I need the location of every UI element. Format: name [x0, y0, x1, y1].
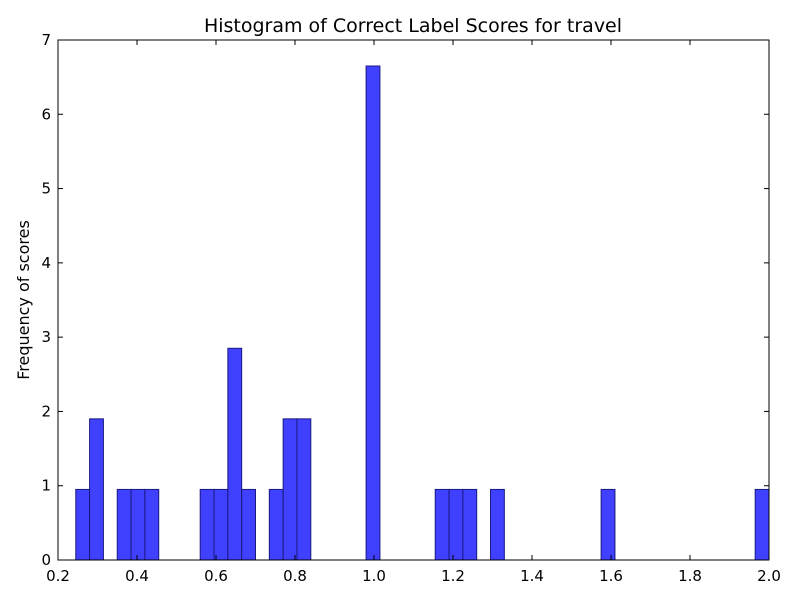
- x-tick-label: 1.6: [599, 567, 623, 585]
- histogram-bar: [434, 488, 450, 561]
- histogram-bar: [144, 488, 160, 561]
- x-tick-label: 1.8: [678, 567, 702, 585]
- histogram-bar: [282, 418, 298, 561]
- histogram-bar: [213, 488, 229, 561]
- y-axis-label: Frequency of scores: [14, 220, 33, 380]
- histogram-bar: [227, 347, 243, 561]
- histogram-bar: [600, 488, 616, 561]
- y-tick-label: 1: [41, 477, 51, 495]
- histogram-bar: [89, 418, 104, 561]
- x-tick-label: 0.8: [283, 567, 307, 585]
- histogram-bar: [448, 488, 464, 561]
- histogram-bar: [199, 488, 215, 561]
- x-tick-label: 0.2: [46, 567, 70, 585]
- histogram-bar: [241, 488, 257, 561]
- histogram-bar: [754, 488, 770, 561]
- y-tick-label: 3: [41, 328, 51, 346]
- x-tick-label: 0.6: [204, 567, 228, 585]
- x-tick-label: 1.0: [362, 567, 386, 585]
- histogram-bar: [75, 488, 91, 561]
- chart-title: Histogram of Correct Label Scores for tr…: [204, 15, 622, 37]
- y-tick-label: 4: [41, 254, 51, 272]
- y-tick-label: 2: [41, 402, 51, 420]
- plot-area-frame: [57, 39, 770, 561]
- histogram-bar: [490, 488, 505, 561]
- histogram-bar: [130, 488, 146, 561]
- y-tick-label: 7: [41, 31, 51, 49]
- histogram-bar: [296, 418, 312, 561]
- histogram-bar: [116, 488, 132, 561]
- y-tick-label: 0: [41, 551, 51, 569]
- axis-tick-labels: 0.2 0.4 0.6 0.8 1.0 1.2 1.4 1.6 1.8 2.0 0 1 2 3 4 5 6 7: [41, 31, 780, 585]
- y-tick-label: 5: [41, 180, 51, 198]
- x-tick-label: 2.0: [757, 567, 781, 585]
- x-tick-label: 1.4: [520, 567, 544, 585]
- histogram-bar: [462, 488, 478, 561]
- histogram-bar: [365, 65, 381, 561]
- histogram-bar: [268, 488, 284, 561]
- x-tick-label: 0.4: [125, 567, 149, 585]
- x-tick-label: 1.2: [441, 567, 465, 585]
- y-tick-label: 6: [41, 105, 51, 123]
